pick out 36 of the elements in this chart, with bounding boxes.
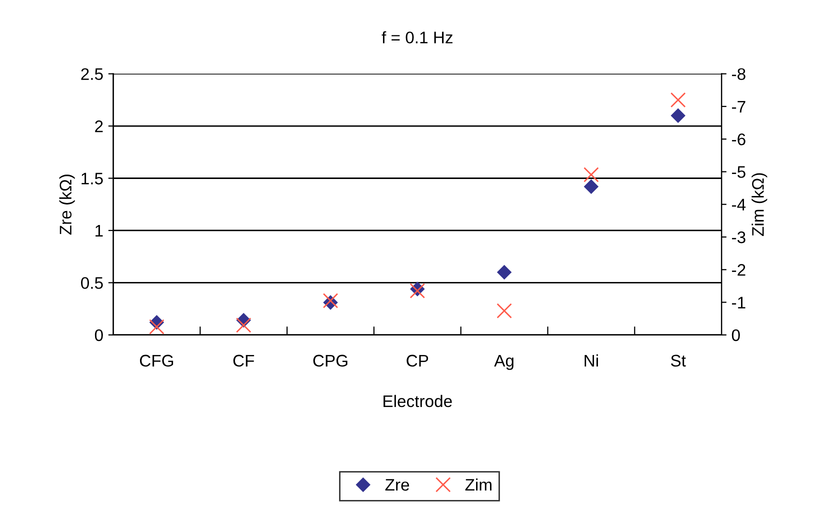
point [496,303,512,318]
y2-tick-label: -5 [732,166,746,178]
y2-tick-label: -2 [732,264,746,276]
y-axis-title: Zre (kΩ) [59,174,75,235]
x-tick-label: St [670,354,686,367]
x-tick-label: CFG [140,354,174,367]
y2-tick-label: -1 [732,296,746,308]
x-tick-label: Ni [584,354,598,366]
y-tick-label: 0 [94,329,103,342]
y2-tick-label: -3 [732,231,746,244]
y2-tick-label: 0 [732,329,740,342]
chart-title: f = 0.1 Hz [382,31,452,44]
x-tick-label: CF [233,354,254,367]
x-tick-label: CP [406,354,428,367]
legend-label: Zre [385,479,410,491]
y2-tick-label: -4 [732,198,746,210]
point [670,92,686,108]
point [236,317,252,333]
x-tick-label: Ag [494,354,514,370]
y2-tick-label: -8 [732,68,746,80]
y-tick-label: 2.5 [81,68,103,80]
x-tick-label: CPG [313,354,348,367]
point [497,265,512,280]
point [584,179,598,194]
y-tick-label: 0.5 [81,277,103,289]
point [584,167,599,182]
y-tick-label: 1.5 [82,172,103,184]
point [149,319,164,334]
legend-label: Zim [465,478,492,491]
y2-tick-label: -7 [732,101,746,112]
y-tick-label: 1 [96,225,103,237]
y2-axis-title: Zim (kΩ) [752,173,768,236]
y-tick-label: 2 [95,120,103,132]
x-axis-title: Electrode [384,394,452,408]
y2-tick-label: -6 [732,133,746,146]
point [670,108,686,123]
